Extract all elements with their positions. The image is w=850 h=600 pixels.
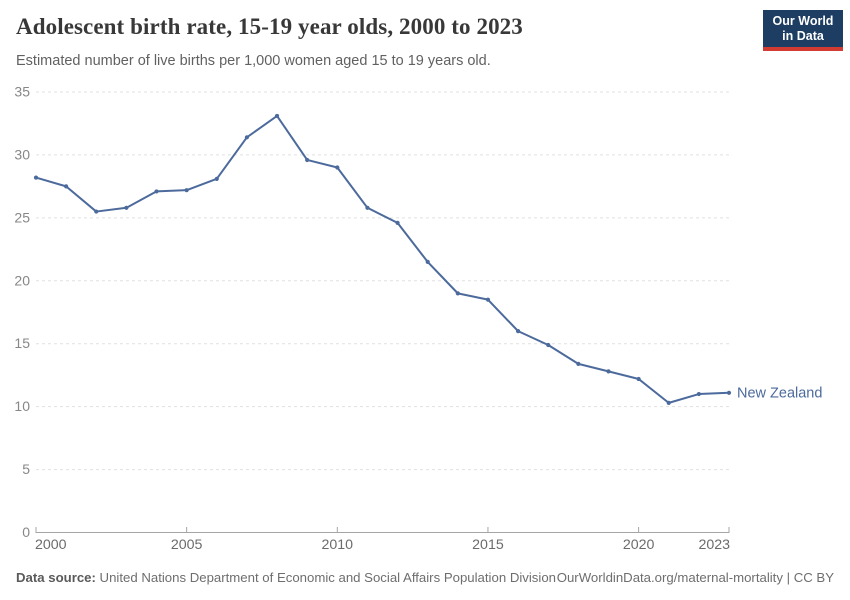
data-point[interactable]: [485, 297, 491, 302]
data-point[interactable]: [606, 369, 611, 374]
x-tick-label: 2010: [322, 537, 354, 553]
x-tick-label: 2015: [472, 537, 504, 553]
y-tick-label: 0: [22, 524, 30, 540]
data-line-new-zealand[interactable]: [35, 114, 730, 404]
data-point[interactable]: [335, 165, 340, 170]
data-point[interactable]: [214, 176, 219, 181]
y-tick-label: 10: [14, 398, 30, 414]
data-point[interactable]: [696, 391, 701, 397]
data-source-label: Data source:: [16, 570, 96, 585]
y-tick-label: 25: [14, 209, 30, 225]
x-axis-line: [35, 527, 730, 533]
data-point[interactable]: [425, 259, 430, 265]
data-point[interactable]: [515, 329, 521, 334]
data-point[interactable]: [94, 209, 99, 214]
data-source-note: Data source: United Nations Department o…: [16, 570, 556, 585]
data-point[interactable]: [395, 220, 400, 225]
y-tick-label: 20: [14, 272, 30, 288]
y-tick-label: 15: [14, 335, 30, 351]
series-label[interactable]: New Zealand: [737, 386, 822, 402]
owid-logo[interactable]: Our World in Data: [763, 10, 843, 51]
y-tick-label: 30: [14, 146, 30, 162]
data-point[interactable]: [33, 175, 39, 180]
y-tick-label: 5: [22, 461, 30, 477]
owid-license-link[interactable]: OurWorldinData.org/maternal-mortality | …: [556, 570, 834, 585]
data-point[interactable]: [726, 390, 732, 395]
data-point[interactable]: [546, 342, 551, 348]
data-point[interactable]: [154, 189, 159, 194]
data-point[interactable]: [666, 400, 671, 405]
data-point[interactable]: [184, 188, 189, 193]
y-tick-label: 35: [14, 84, 30, 100]
owid-logo-line1: Our World: [772, 13, 834, 28]
data-point[interactable]: [244, 135, 250, 140]
owid-logo-line2: in Data: [782, 28, 824, 43]
chart-subtitle: Estimated number of live births per 1,00…: [16, 53, 491, 69]
chart-title: Adolescent birth rate, 15-19 year olds, …: [16, 14, 523, 39]
data-point[interactable]: [124, 205, 129, 210]
data-point[interactable]: [64, 184, 69, 189]
chart-footer: Data source: United Nations Department o…: [16, 570, 834, 585]
data-point[interactable]: [636, 376, 641, 382]
data-point[interactable]: [455, 291, 460, 296]
data-point[interactable]: [305, 157, 310, 163]
x-tick-label: 2020: [623, 537, 655, 553]
x-tick-label: 2005: [171, 537, 203, 553]
data-point[interactable]: [365, 205, 370, 210]
data-source-text: United Nations Department of Economic an…: [95, 570, 556, 585]
x-tick-label: 2000: [35, 537, 67, 553]
data-point[interactable]: [274, 113, 280, 119]
x-tick-label: 2023: [698, 537, 730, 553]
data-point[interactable]: [576, 361, 581, 366]
